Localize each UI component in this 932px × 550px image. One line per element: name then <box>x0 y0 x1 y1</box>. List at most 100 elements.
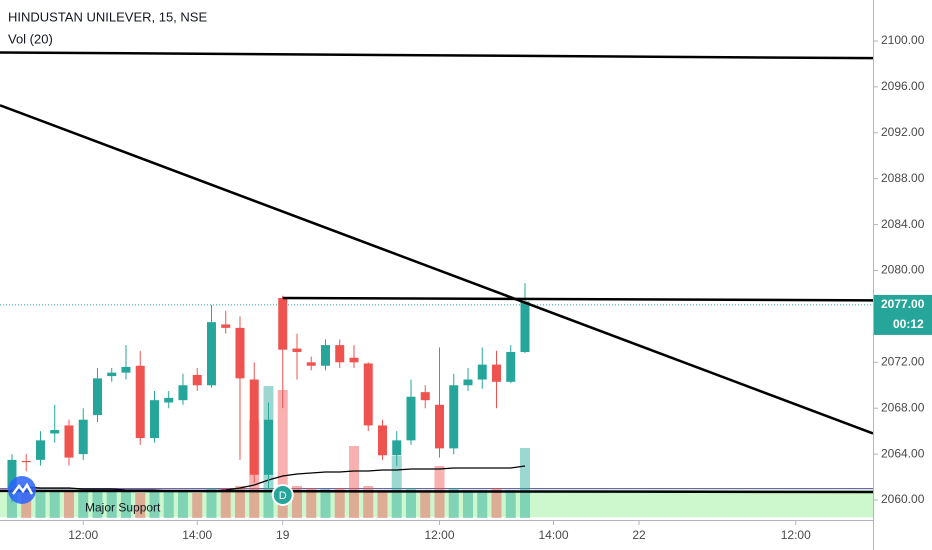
candle-body <box>249 379 259 475</box>
candle-body <box>121 366 131 373</box>
last-price-label: 2077.00 <box>881 297 925 311</box>
event-marker-label: D <box>279 490 287 502</box>
candle-body <box>263 419 273 475</box>
volume-bar <box>491 488 502 518</box>
y-tick-label: 2084.00 <box>881 217 925 231</box>
volume-bar <box>277 390 288 518</box>
volume-bar <box>519 448 530 518</box>
candle-body <box>477 364 487 380</box>
volume-bar <box>505 490 516 518</box>
candle-body <box>306 362 316 366</box>
y-tick-label: 2092.00 <box>881 125 925 139</box>
volume-bar <box>420 490 431 518</box>
volume-bar <box>334 488 345 518</box>
volume-bar <box>234 486 245 518</box>
candle-body <box>135 365 145 439</box>
candle-body <box>78 419 88 455</box>
volume-bar <box>135 493 146 518</box>
y-tick-label: 2088.00 <box>881 171 925 185</box>
candle-body <box>292 348 302 352</box>
x-tick-label: 12:00 <box>424 528 454 542</box>
volume-bar <box>320 489 331 518</box>
candle-body <box>320 345 330 366</box>
volume-bar <box>177 491 188 518</box>
volume-bar <box>206 488 217 518</box>
candle-body <box>392 440 402 456</box>
candle-body <box>420 392 430 401</box>
volume-bar <box>391 456 402 518</box>
volume-bar <box>6 490 17 518</box>
y-tick-label: 2080.00 <box>881 263 925 277</box>
volume-bar <box>348 446 359 518</box>
logo-icon[interactable] <box>12 482 34 495</box>
candle-body <box>92 378 102 416</box>
volume-bar <box>192 493 203 518</box>
support-label: Major Support <box>85 501 161 515</box>
x-tick-label: 12:00 <box>781 528 811 542</box>
volume-bar <box>462 490 473 518</box>
candle-body <box>107 372 117 377</box>
chart-title: HINDUSTAN UNILEVER, 15, NSE <box>8 9 207 24</box>
candle-body <box>221 324 231 328</box>
countdown-label: 00:12 <box>893 317 924 331</box>
candle-body <box>349 357 359 363</box>
candle-body <box>434 404 444 449</box>
candle-body <box>50 430 60 434</box>
candle-body <box>335 345 345 363</box>
trend-line <box>0 489 874 494</box>
y-tick-label: 2096.00 <box>881 79 925 93</box>
support-zone <box>0 488 873 518</box>
volume-bar <box>306 488 317 518</box>
candle-body <box>164 397 174 403</box>
x-tick-label: 14:00 <box>182 528 212 542</box>
candle-body <box>64 425 74 458</box>
candle-body <box>178 385 188 401</box>
volume-bar <box>405 488 416 518</box>
y-tick-label: 2068.00 <box>881 400 925 414</box>
candle-body <box>149 400 159 439</box>
x-tick-label: 19 <box>276 528 290 542</box>
trend-line <box>282 296 874 302</box>
trend-line <box>0 104 874 435</box>
event-marker <box>271 484 294 506</box>
y-tick-label: 2060.00 <box>881 492 925 506</box>
candle-body <box>235 327 245 379</box>
volume-bar <box>448 488 459 518</box>
x-tick-label: 12:00 <box>68 528 98 542</box>
y-tick-label: 2072.00 <box>881 354 925 368</box>
last-price-box <box>874 294 932 335</box>
candle-body <box>363 363 373 426</box>
x-tick-label: 22 <box>632 528 646 542</box>
candle-body <box>377 425 387 456</box>
volume-bar <box>63 491 74 518</box>
x-tick-label: 14:00 <box>538 528 568 542</box>
y-tick-label: 2100.00 <box>881 33 925 47</box>
candle-body <box>506 351 516 382</box>
volume-bar <box>120 491 131 518</box>
candle-body <box>449 385 459 449</box>
candle-body <box>35 440 45 460</box>
candle-body <box>21 461 31 463</box>
volume-bar <box>220 488 231 518</box>
volume-bar <box>291 486 302 518</box>
volume-bar <box>49 490 60 518</box>
volume-bar <box>149 491 160 518</box>
volume-bar <box>78 492 89 518</box>
logo[interactable] <box>8 476 36 504</box>
volume-bar <box>21 492 32 518</box>
candle-body <box>491 364 501 382</box>
candle-body <box>7 459 17 489</box>
volume-bar <box>35 490 46 518</box>
candle-body <box>463 379 473 386</box>
trend-line <box>0 51 874 60</box>
volume-bar <box>92 490 103 518</box>
volume-bar <box>163 492 174 518</box>
y-tick-label: 2064.00 <box>881 446 925 460</box>
candle-body <box>520 301 530 352</box>
candle-body <box>206 322 216 386</box>
candle-body <box>192 374 202 386</box>
plot-area: Major Support <box>0 51 874 518</box>
candle-body <box>278 298 288 350</box>
